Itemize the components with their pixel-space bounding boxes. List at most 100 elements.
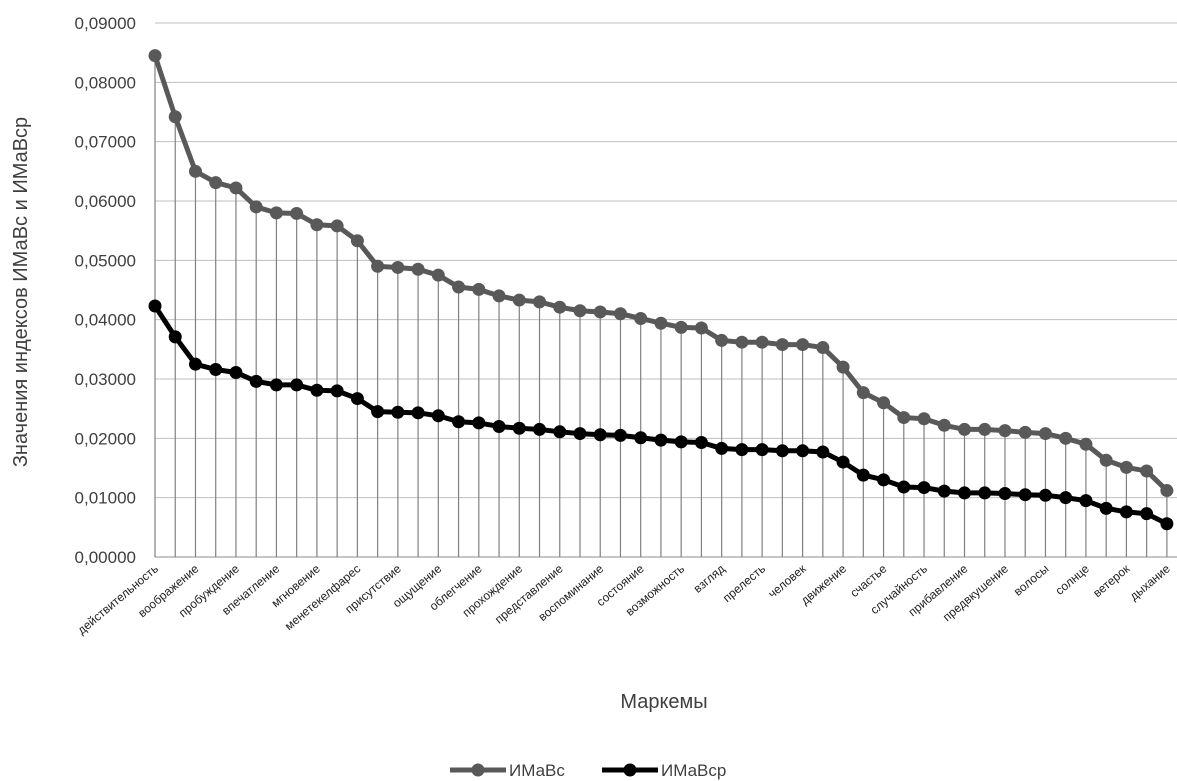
data-point [188,357,202,371]
y-tick-label: 0,03000 [75,370,136,389]
x-axis-title: Маркемы [620,691,707,713]
y-tick-label: 0,08000 [75,73,136,92]
data-point [249,200,263,214]
data-point [775,338,789,352]
data-point [472,282,486,296]
y-tick-label: 0,07000 [75,133,136,152]
data-point [735,335,749,349]
data-point [593,305,607,319]
data-point [1018,425,1032,439]
data-point [856,386,870,400]
data-point [654,316,668,330]
data-point [897,411,911,425]
legend-label: ИМаВс [509,761,565,780]
data-point [1059,431,1073,445]
data-point [452,280,466,294]
data-point [1059,491,1073,505]
data-point [1140,507,1154,521]
data-point [310,218,324,232]
y-tick-label: 0,05000 [75,251,136,270]
data-point [836,455,850,469]
data-point [290,206,304,220]
data-point [431,409,445,423]
data-point [229,181,243,195]
data-point [1038,488,1052,502]
y-tick-label: 0,09000 [75,14,136,33]
data-point [674,320,688,334]
data-point [229,365,243,379]
data-point [411,406,425,420]
legend-item: ИМаВс [450,761,565,780]
data-point [694,435,708,449]
y-axis-ticks: 0,00000 0,01000 0,02000 0,03000 0,04000 0,050… [75,14,136,567]
data-point [958,422,972,436]
legend: ИМаВс ИМаВср [450,761,726,780]
series-2 [148,299,1174,531]
data-point [998,487,1012,501]
data-point [1160,517,1174,531]
data-point [269,206,283,220]
data-point [269,378,283,392]
data-point [715,333,729,347]
x-axis-ticks: действительностьвоображениепробуждениевп… [75,561,1173,637]
data-point [694,321,708,335]
data-point [330,219,344,233]
data-point [1119,505,1133,519]
data-point [391,260,405,274]
data-point [1018,488,1032,502]
data-point [978,422,992,436]
data-point [1079,437,1093,451]
y-axis-title: Значения индексов ИМаВс и ИМаВср [10,117,32,467]
data-point [371,259,385,273]
data-point [573,304,587,318]
data-point [492,289,506,303]
data-point [978,486,992,500]
data-point [452,415,466,429]
drop-lines [154,55,1168,557]
data-point [168,110,182,124]
data-point [613,428,627,442]
data-point [755,335,769,349]
x-tick-label: взгляд [691,562,728,596]
data-point [553,425,567,439]
y-tick-label: 0,00000 [75,548,136,567]
y-tick-label: 0,01000 [75,489,136,508]
data-point [937,418,951,432]
data-point [796,444,810,458]
data-point [290,378,304,392]
data-point [1140,464,1154,478]
data-point [148,49,162,63]
x-tick-label: ветерок [1090,561,1133,600]
data-point [917,481,931,495]
data-point [148,299,162,313]
data-point [816,445,830,459]
data-point [371,405,385,419]
data-point [917,412,931,426]
data-point [613,307,627,321]
x-tick-label: дыхание [1127,561,1173,603]
data-point [674,435,688,449]
series-1 [148,49,1174,498]
y-tick-label: 0,04000 [75,311,136,330]
data-point [391,405,405,419]
data-point [897,480,911,494]
x-tick-label: волосы [1011,562,1051,599]
data-point [634,431,648,445]
data-point [877,473,891,487]
data-point [654,433,668,447]
data-point [249,374,263,388]
data-point [472,416,486,430]
data-point [209,363,223,377]
data-point [512,421,526,435]
x-tick-label: прелесть [720,562,768,605]
data-point [209,176,223,190]
data-point [1099,501,1113,515]
x-tick-label: движение [798,561,849,607]
data-point [573,427,587,441]
data-point [593,428,607,442]
data-point [937,484,951,498]
data-point [1160,484,1174,498]
data-point [188,164,202,178]
legend-item: ИМаВср [602,761,726,780]
